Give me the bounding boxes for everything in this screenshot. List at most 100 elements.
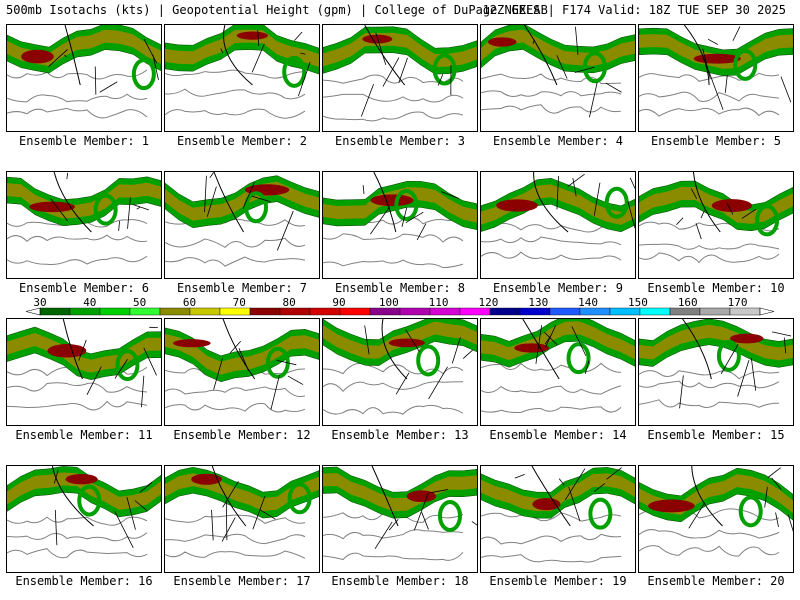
height-contour [639,370,780,380]
height-contour [323,111,464,122]
member-map-graphic [639,319,793,409]
ensemble-member-label: Ensemble Member: 5 [650,134,782,148]
isotach-band-outer [165,25,319,75]
map-boundary [421,512,429,530]
colorbar-tick-label: 110 [428,296,449,309]
member-map-graphic [7,25,161,119]
map-boundary [593,182,601,216]
jet-core [29,201,76,213]
colorbar-tick-label: 40 [83,296,97,309]
height-contour [165,386,306,398]
colorbar-segment [189,307,221,316]
coastline [524,25,558,86]
coastline [64,25,81,86]
ensemble-member-label: Ensemble Member: 2 [176,134,308,148]
map-boundary [294,31,303,41]
colorbar-segment [309,307,341,316]
height-contour [323,233,464,243]
ensemble-member-map [6,318,162,426]
trough-loop [755,204,780,237]
map-boundary [204,175,207,213]
map-boundary [251,195,271,203]
map-boundary [767,467,781,478]
ensemble-member-map [6,465,162,573]
header-title: 500mb Isotachs (kts) | Geopotential Heig… [6,3,548,17]
map-boundary [471,521,477,526]
colorbar-segment [339,307,371,316]
map-boundary [413,492,429,531]
ensemble-member-label: Ensemble Member: 7 [176,281,308,295]
colorbar-segment [699,307,731,316]
trough-loop [716,339,741,372]
map-boundary [133,204,149,211]
map-boundary [395,372,410,395]
map-boundary [572,177,577,197]
map-boundary [676,217,684,225]
colorbar-segment [729,307,761,316]
height-contour [165,256,306,267]
member-map-graphic [7,319,161,411]
jet-core [21,49,54,64]
map-boundary [574,66,595,73]
isotach-band-mid [165,333,319,375]
ensemble-member-map [322,171,478,279]
coastline [691,466,723,527]
map-boundary [114,359,128,379]
map-boundary [48,49,68,67]
map-boundary [707,38,718,45]
map-boundary [606,467,622,480]
colorbar-segment [459,307,491,316]
ensemble-member-label: Ensemble Member: 18 [331,574,469,588]
map-boundary [213,358,223,390]
height-contour [639,243,780,250]
height-contour [165,237,306,248]
trough-loop [131,58,156,91]
map-boundary [780,76,792,103]
trough-loop [733,48,758,81]
map-boundary [440,191,460,199]
height-contour [7,69,148,80]
trough-loop [588,497,613,530]
height-contour [639,399,780,408]
ensemble-member-map [480,171,636,279]
colorbar-segment [579,307,611,316]
map-boundary [221,517,236,542]
map-boundary [451,337,461,364]
colorbar-segment [279,307,311,316]
member-map-graphic [165,25,319,119]
map-boundary [225,500,228,541]
map-boundary [50,198,68,222]
colorbar-tick-label: 50 [133,296,147,309]
coastline [53,172,92,233]
map-boundary [209,172,214,179]
jet-core [514,343,550,353]
colorbar-graphic [25,307,775,316]
map-boundary [726,203,734,215]
map-boundary [401,207,408,227]
isotach-band-outer [481,178,635,233]
chart-header: 500mb Isotachs (kts) | Geopotential Heig… [0,0,800,20]
map-boundary [594,483,606,492]
member-map-graphic [323,466,477,561]
height-contour [7,532,148,542]
member-map-graphic [639,25,793,117]
isotach-band-mid [323,187,477,223]
colorbar-tick-label: 30 [33,296,47,309]
map-boundary [775,512,779,527]
map-boundary [737,360,750,397]
height-contour [323,259,464,269]
map-boundary [416,223,427,241]
trough-loop [77,484,102,517]
map-boundary [556,175,559,210]
coastline [222,319,256,380]
map-boundary [370,206,390,235]
member-map-graphic [481,172,635,261]
map-boundary [134,500,148,511]
map-boundary [143,347,157,376]
height-contour [481,512,622,522]
coastline [51,466,94,527]
map-boundary [139,482,153,493]
map-boundary [114,511,134,548]
colorbar-tick-label: 160 [677,296,698,309]
height-contour [323,93,464,103]
